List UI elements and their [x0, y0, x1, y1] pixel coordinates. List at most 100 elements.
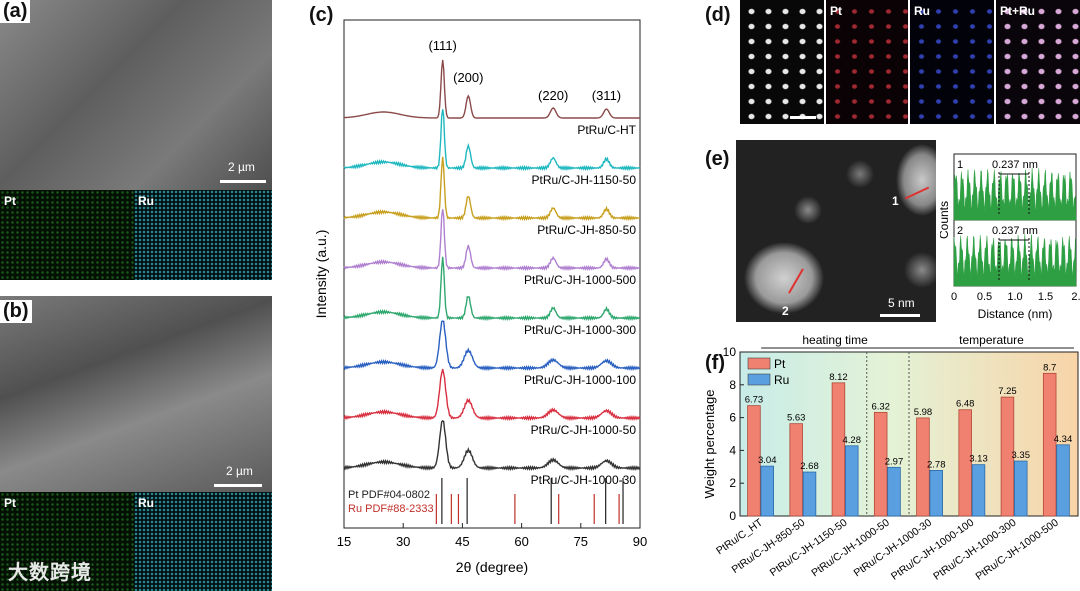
profile-chart: 1 0.237 nm 2 0.237 nm 0 0.5 1.0 1.5 2. Distance (…: [940, 153, 1080, 321]
legend-swatch: [747, 373, 771, 386]
pt-map-d: Pt: [826, 0, 908, 124]
y-tick-label: 2: [729, 476, 736, 490]
ru-map-label-a: Ru: [138, 194, 154, 208]
bar: [1042, 372, 1057, 517]
bar: [1014, 460, 1028, 517]
bar: [760, 465, 774, 517]
hrtem-image-e: 1 2 5 nm: [736, 140, 936, 322]
legend-label: Ru: [774, 373, 789, 387]
profile-label: 2: [957, 225, 963, 237]
y-tick-label: 8: [729, 378, 736, 392]
bar: [789, 423, 803, 517]
group-label: temperature: [959, 333, 1024, 347]
ru-map-label-b: Ru: [138, 496, 154, 510]
spacing-label: 0.237 nm: [992, 225, 1038, 237]
bar: [802, 471, 817, 517]
panel-label-d: (d): [702, 4, 734, 27]
xrd-line: [343, 320, 641, 372]
haadf-image-d: [740, 0, 824, 124]
bar: [831, 382, 846, 517]
sem-image-b: [0, 296, 272, 492]
profile-x-tick: 1.0: [1007, 291, 1022, 303]
xrd-line: [343, 209, 641, 272]
pt-map-b: Pt: [0, 492, 134, 591]
weight-chart: 0 2 4 6 8 10 Weight percentage 6.73 5.63 8.12 6.32…: [702, 333, 1079, 583]
pt-map-a: Pt: [0, 190, 134, 280]
group-label: heating time: [802, 333, 868, 347]
ptru-map-label-d: Pt+Ru: [1000, 4, 1036, 18]
scale-bar-b: [214, 484, 262, 487]
ru-map-d: Ru: [910, 0, 994, 124]
bar: [929, 470, 943, 517]
panel-label-e: (e): [702, 148, 733, 171]
bar-value: 3.35: [1012, 450, 1031, 461]
x-tick-label: 15: [337, 534, 351, 549]
scale-text-a: 2 µm: [228, 160, 255, 174]
spacing-label: 0.237 nm: [992, 159, 1038, 171]
y-tick-label: 10: [723, 345, 737, 359]
profile-x-tick: 0: [951, 291, 957, 303]
bar: [958, 409, 972, 517]
bar: [1056, 444, 1070, 517]
x-tick-label: 75: [574, 534, 588, 549]
bar-value: 2.68: [800, 461, 819, 472]
ru-map-label-d: Ru: [914, 4, 930, 18]
series-label: PtRu/C-JH-850-50: [537, 223, 636, 237]
profile-trace: [953, 168, 1077, 221]
bar: [1000, 396, 1015, 517]
bar-value: 3.04: [758, 455, 777, 466]
y-axis-label: Weight percentage: [702, 390, 717, 499]
scale-text-b: 2 µm: [226, 464, 253, 478]
profile-x-tick: 2.: [1071, 291, 1080, 303]
y-tick-label: 0: [729, 509, 736, 523]
profile-x-label: Distance (nm): [978, 307, 1053, 321]
peak-label: (200): [453, 70, 483, 85]
x-tick-label: 90: [633, 534, 647, 549]
y-tick-label: 6: [729, 411, 736, 425]
ru-map-a: Ru: [134, 190, 272, 280]
x-axis-label: 2θ (degree): [456, 559, 528, 575]
bar-value: 6.32: [871, 401, 890, 412]
reference-label: Ru PDF#88-2333: [348, 503, 434, 515]
legend-label: Pt: [774, 357, 786, 371]
plot-frame: [343, 19, 641, 529]
bar-value: 6.48: [956, 399, 975, 410]
category-label: PtRu/C-JH-850-50: [730, 517, 808, 576]
panel-label-f: (f): [702, 352, 728, 375]
profile-label: 1: [957, 159, 963, 171]
bar-value: 2.78: [927, 459, 946, 470]
profile-x-tick: 1.5: [1038, 291, 1053, 303]
bar-value: 5.63: [787, 413, 806, 424]
series-label: PtRu/C-HT: [577, 123, 636, 137]
legend-swatch: [747, 357, 771, 370]
line-marker-2: [788, 268, 804, 294]
peak-label: (111): [428, 38, 456, 53]
x-tick-label: 30: [396, 534, 410, 549]
bar-value: 4.34: [1054, 434, 1073, 445]
scale-text-e: 5 nm: [888, 296, 915, 310]
bar: [887, 466, 901, 517]
panel-label-c: (c): [306, 4, 337, 27]
line-marker-1: [904, 186, 930, 200]
bar: [971, 464, 986, 517]
marker-label-2: 2: [782, 304, 789, 318]
bar: [916, 417, 930, 517]
xrd-line: [343, 109, 641, 172]
series-label: PtRu/C-JH-1000-30: [531, 473, 637, 487]
bar-value: 5.98: [914, 407, 933, 418]
y-tick-label: 4: [729, 443, 736, 457]
xrd-line: [343, 256, 641, 322]
xrd-line: [343, 420, 641, 472]
xrd-line: [344, 59, 640, 119]
series-label: PtRu/C-JH-1000-300: [524, 323, 636, 337]
profile-x-tick: 0.5: [977, 291, 992, 303]
pt-map-label-b: Pt: [4, 496, 16, 510]
watermark: 大数跨境: [8, 562, 92, 584]
bar-value: 8.12: [829, 372, 848, 383]
panel-label-b: (b): [0, 300, 32, 323]
series-label: PtRu/C-JH-1150-50: [532, 173, 637, 187]
peak-label: (220): [538, 88, 568, 103]
xrd-line: [343, 156, 641, 222]
pt-map-label-d: Pt: [830, 4, 842, 18]
profile-trace: [953, 234, 1077, 287]
